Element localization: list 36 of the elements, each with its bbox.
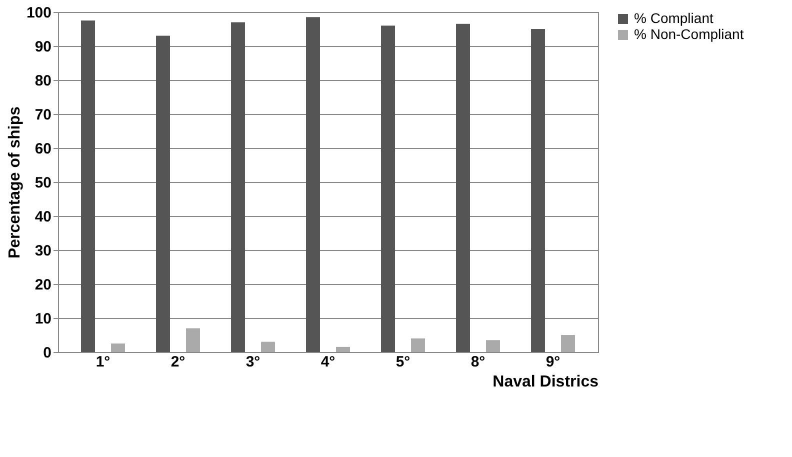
bar bbox=[231, 22, 245, 352]
y-tick-label: 90 bbox=[34, 38, 52, 56]
y-tick-label: 10 bbox=[34, 310, 52, 328]
bar bbox=[336, 346, 350, 352]
bar bbox=[381, 26, 395, 352]
x-tick-label: 2° bbox=[170, 354, 186, 370]
bar bbox=[261, 342, 275, 352]
bar bbox=[111, 344, 125, 352]
legend-label: % Non-Compliant bbox=[634, 26, 744, 42]
legend-label: % Compliant bbox=[634, 10, 714, 26]
y-tick-label: 30 bbox=[34, 242, 52, 260]
bar bbox=[486, 340, 500, 352]
x-tick-label: 5° bbox=[396, 354, 410, 370]
bar bbox=[411, 338, 425, 352]
bar bbox=[306, 17, 320, 352]
y-tick-label: 40 bbox=[34, 208, 52, 226]
x-tick-label: 1° bbox=[96, 354, 110, 370]
x-tick-label: 4° bbox=[320, 354, 336, 370]
y-axis-title: Percentage of ships bbox=[6, 106, 24, 259]
bar bbox=[81, 20, 95, 352]
bar bbox=[531, 29, 545, 352]
y-tick-label: 60 bbox=[34, 140, 52, 158]
y-tick-label: 0 bbox=[43, 344, 52, 362]
bar bbox=[561, 335, 575, 352]
x-tick-label: 9° bbox=[546, 354, 560, 370]
bar bbox=[186, 328, 200, 352]
y-tick-label: 50 bbox=[34, 174, 52, 192]
x-axis-title: Naval Districs bbox=[492, 374, 599, 390]
y-tick-label: 100 bbox=[26, 4, 52, 22]
y-tick-label: 20 bbox=[34, 276, 52, 294]
x-tick-label: 3° bbox=[246, 354, 260, 370]
bar bbox=[156, 36, 170, 352]
y-tick-label: 80 bbox=[34, 72, 52, 90]
x-tick-label: 8° bbox=[470, 354, 486, 370]
y-tick-label: 70 bbox=[34, 106, 52, 124]
bar bbox=[456, 24, 470, 352]
